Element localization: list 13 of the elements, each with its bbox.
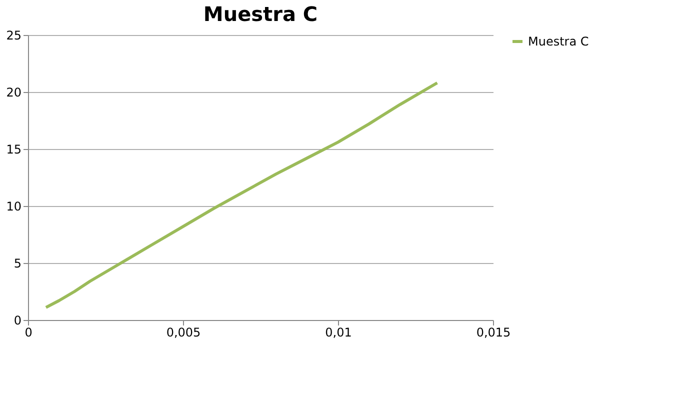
- y-tick-label: 20: [6, 86, 22, 100]
- x-tick-label: 0,01: [325, 326, 352, 340]
- y-tick-label: 5: [14, 256, 22, 270]
- y-tick-label: 25: [6, 28, 22, 42]
- y-tick-label: 10: [6, 200, 22, 214]
- x-tick-label: 0: [24, 326, 32, 340]
- x-tick-label: 0,005: [166, 326, 201, 340]
- legend-label: Muestra C: [528, 34, 589, 48]
- chart-title: Muestra C: [203, 2, 318, 26]
- y-tick-label: 15: [6, 142, 22, 156]
- line-series: [44, 81, 439, 309]
- y-tick-label: 0: [14, 314, 22, 328]
- x-tick-label: 0,015: [476, 326, 511, 340]
